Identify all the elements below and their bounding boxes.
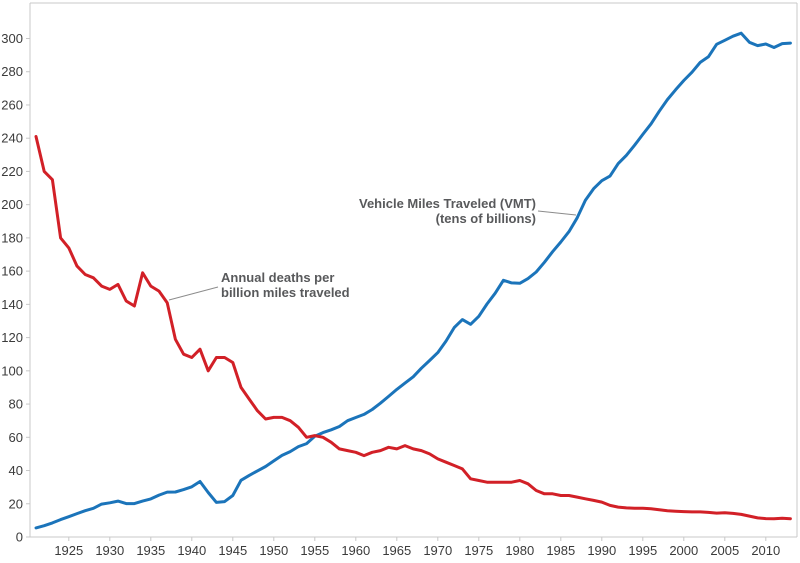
y-tick-label: 200 bbox=[1, 197, 23, 212]
y-tick-label: 300 bbox=[1, 31, 23, 46]
deaths-line bbox=[34, 135, 792, 521]
y-tick-label: 100 bbox=[1, 363, 23, 378]
axes bbox=[29, 2, 798, 538]
x-tick-label: 2005 bbox=[710, 543, 739, 558]
x-tick-label: 1975 bbox=[464, 543, 493, 558]
y-tick-label: 180 bbox=[1, 230, 23, 245]
y-tick-label: 80 bbox=[9, 397, 23, 412]
y-tick-label: 280 bbox=[1, 64, 23, 79]
vmt-line bbox=[34, 31, 792, 530]
vmt-annotation-label: Vehicle Miles Traveled (VMT) (tens of bi… bbox=[359, 196, 536, 226]
x-tick-label: 1945 bbox=[218, 543, 247, 558]
x-tick-label: 1950 bbox=[259, 543, 288, 558]
y-tick-label: 120 bbox=[1, 330, 23, 345]
x-tick-label: 1965 bbox=[382, 543, 411, 558]
x-tick-label: 1930 bbox=[95, 543, 124, 558]
vmt-annotation-line2: (tens of billions) bbox=[435, 211, 536, 227]
x-tick-label: 1985 bbox=[546, 543, 575, 558]
y-tick-label: 240 bbox=[1, 131, 23, 146]
x-tick-label: 1955 bbox=[300, 543, 329, 558]
y-tick-label: 0 bbox=[16, 530, 23, 545]
y-tick-label: 260 bbox=[1, 97, 23, 112]
x-tick-label: 1980 bbox=[505, 543, 534, 558]
x-tick-label: 1970 bbox=[423, 543, 452, 558]
x-tick-label: 1995 bbox=[628, 543, 657, 558]
x-tick-label: 1990 bbox=[587, 543, 616, 558]
y-tick-label: 140 bbox=[1, 297, 23, 312]
y-tick-label: 60 bbox=[9, 430, 23, 445]
deaths-annotation-label: Annual deaths per billion miles traveled bbox=[221, 270, 350, 300]
x-tick-label: 2000 bbox=[669, 543, 698, 558]
x-tick-label: 2010 bbox=[751, 543, 780, 558]
deaths-annotation-line1: Annual deaths per bbox=[221, 270, 335, 285]
x-tick-label: 1940 bbox=[177, 543, 206, 558]
y-tick-label: 40 bbox=[9, 463, 23, 478]
vmt-leader-line bbox=[537, 210, 577, 216]
y-axis-ticks: 0 20 40 60 80 100 120 140 160 180 200 220 240 260 280 3… bbox=[1, 31, 30, 545]
x-tick-label: 1935 bbox=[136, 543, 165, 558]
y-tick-label: 160 bbox=[1, 264, 23, 279]
x-axis-ticks: 1925 1930 1935 1940 1945 1950 1955 1960 1965 1970… bbox=[54, 537, 780, 558]
x-tick-label: 1960 bbox=[341, 543, 370, 558]
y-tick-label: 20 bbox=[9, 496, 23, 511]
deaths-leader-line bbox=[168, 286, 219, 301]
vmt-annotation-line1: Vehicle Miles Traveled (VMT) bbox=[358, 196, 536, 211]
deaths-annotation-line2: billion miles traveled bbox=[221, 285, 350, 301]
y-tick-label: 220 bbox=[1, 164, 23, 179]
x-tick-label: 1925 bbox=[54, 543, 83, 558]
